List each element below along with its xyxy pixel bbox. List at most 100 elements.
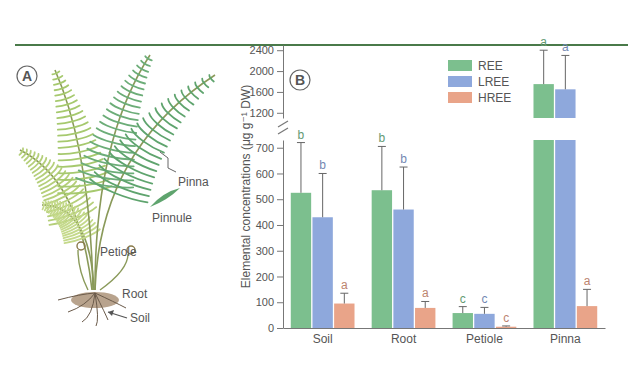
pinna-leaflet bbox=[66, 95, 74, 99]
tick-mark bbox=[277, 328, 283, 329]
illustration-label: Petiole bbox=[100, 245, 137, 259]
pinna-leaflet bbox=[90, 179, 115, 193]
pinna-leaflet bbox=[59, 202, 60, 209]
pinna-leaflet bbox=[90, 142, 110, 150]
bar bbox=[453, 313, 473, 328]
rachis bbox=[95, 75, 215, 290]
illustration: PinnaPinnulePetioleRootSoil bbox=[19, 55, 215, 326]
pinna-leaflet bbox=[139, 74, 147, 77]
pinna-bracket bbox=[160, 152, 176, 172]
tick-mark bbox=[277, 199, 283, 200]
error-line bbox=[484, 307, 485, 313]
pinna-leaflet bbox=[118, 92, 128, 98]
error-line bbox=[565, 55, 566, 89]
tick-label: 0 bbox=[268, 322, 274, 334]
pinna-leaflet bbox=[55, 94, 64, 96]
error-bar bbox=[480, 307, 488, 313]
error-bar bbox=[502, 325, 510, 327]
significance-letter: a bbox=[562, 40, 569, 54]
pinna-leaflet bbox=[128, 166, 155, 177]
significance-letter: b bbox=[400, 152, 407, 166]
pinna-leaflet bbox=[58, 139, 77, 141]
pinna-leaflet bbox=[135, 154, 159, 165]
error-cap bbox=[459, 306, 467, 307]
pinna-leaflet bbox=[84, 156, 107, 164]
bar bbox=[555, 89, 575, 118]
pinna-leaflet bbox=[58, 121, 73, 123]
illustration-label: Root bbox=[122, 287, 148, 301]
pinna-leaflet bbox=[168, 99, 173, 108]
tick-mark bbox=[277, 302, 283, 303]
error-bar bbox=[378, 146, 386, 190]
pinna-leaflet bbox=[56, 99, 66, 101]
pinna-leaflet bbox=[123, 110, 139, 114]
tick: 500 bbox=[256, 193, 283, 205]
pinna-leaflet bbox=[36, 171, 48, 179]
error-cap bbox=[480, 307, 488, 308]
tick-label: 200 bbox=[256, 271, 274, 283]
bar bbox=[393, 210, 413, 328]
figure: PinnaPinnulePetioleRootSoilA010020030040… bbox=[0, 0, 640, 390]
pinna-leaflet bbox=[45, 205, 47, 210]
pinna-leaflet bbox=[114, 97, 125, 103]
pinna-leaflet bbox=[57, 116, 71, 118]
soil-arrowhead bbox=[108, 310, 114, 316]
pinna-leaflet bbox=[56, 201, 59, 207]
pinna-leaflet bbox=[107, 109, 121, 116]
x-axis: SoilRootPetiolePinna bbox=[284, 328, 606, 346]
root bbox=[95, 293, 98, 326]
error-line bbox=[344, 293, 345, 303]
pinna-leaflet bbox=[42, 158, 46, 165]
tick-label: 600 bbox=[256, 167, 274, 179]
pinna-leaflet bbox=[59, 172, 84, 174]
pinna-leaflet bbox=[188, 86, 191, 92]
pinna-leaflet bbox=[87, 149, 108, 157]
pinna-leaflet bbox=[62, 85, 68, 88]
pinna-leaflet bbox=[24, 155, 29, 160]
pinna-leaflet bbox=[59, 165, 82, 167]
fiddlehead bbox=[77, 242, 85, 250]
tick-label: 400 bbox=[256, 219, 274, 231]
axis-break bbox=[278, 128, 288, 134]
tick-label: 700 bbox=[256, 142, 274, 154]
panel-label: A bbox=[17, 66, 37, 86]
pinna-leaflet bbox=[64, 90, 71, 93]
pinna-leaflet bbox=[130, 92, 142, 96]
tick: Petiole bbox=[466, 328, 503, 346]
tick-mark bbox=[277, 113, 283, 114]
pinna-leaflet bbox=[168, 113, 181, 122]
pinna-leaflet bbox=[95, 172, 118, 186]
pinna-leaflet bbox=[62, 202, 64, 209]
tick-mark bbox=[277, 50, 283, 51]
error-cap bbox=[583, 289, 591, 290]
pinna-leaflet bbox=[173, 108, 184, 117]
legend-label: LREE bbox=[478, 75, 509, 89]
pinna-leaflet bbox=[195, 82, 197, 87]
tick-label: Soil bbox=[313, 332, 333, 346]
pinna-leaflet bbox=[149, 113, 157, 124]
pinna-leaflet bbox=[125, 81, 133, 86]
pinna-leaflet bbox=[55, 88, 63, 90]
tick-mark bbox=[277, 225, 283, 226]
root bbox=[68, 293, 95, 312]
error-cap bbox=[400, 167, 408, 168]
fiddlehead-stalk bbox=[78, 250, 88, 290]
pinna-leaflet bbox=[143, 118, 152, 129]
legend: REELREEHREE bbox=[448, 59, 511, 105]
pinna-leaflet bbox=[104, 159, 124, 173]
pinna-leaflet bbox=[77, 134, 93, 139]
bar bbox=[555, 140, 575, 328]
error-line bbox=[322, 173, 323, 217]
pinna-leaflet bbox=[110, 103, 122, 110]
tick-label: 500 bbox=[256, 193, 274, 205]
panel-label-text: A bbox=[22, 68, 32, 84]
pinna-leaflet bbox=[110, 152, 128, 166]
pinna-leaflet bbox=[163, 118, 177, 128]
error-line bbox=[462, 307, 463, 313]
pinna-leaflet bbox=[58, 185, 85, 186]
error-bar bbox=[340, 293, 348, 303]
pinna-leaflet bbox=[133, 86, 144, 90]
tick: 400 bbox=[256, 219, 283, 231]
pinna-leaflet bbox=[68, 189, 83, 200]
pinna-leaflet bbox=[58, 133, 75, 135]
